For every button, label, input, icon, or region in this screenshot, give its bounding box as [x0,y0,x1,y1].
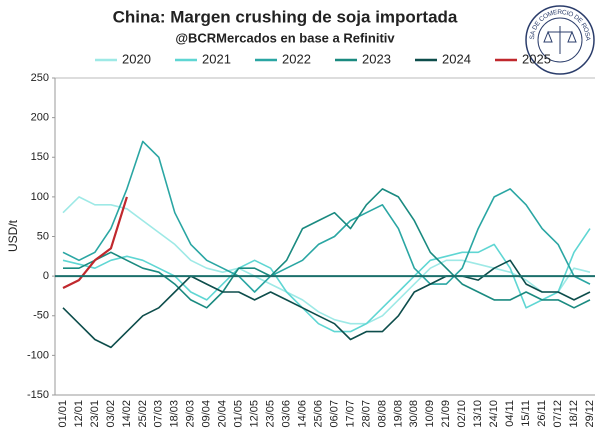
x-tick-label: 17/07 [344,400,356,428]
x-tick-label: 10/09 [424,400,436,428]
y-tick-label: 0 [43,270,49,282]
series-line [63,188,591,309]
x-tick-label: 23/01 [89,400,101,428]
logo-ring [525,5,595,75]
legend-label: 2024 [442,51,471,66]
x-tick-label: 15/11 [520,400,532,427]
legend-label: 2023 [362,51,391,66]
x-tick-label: 02/10 [456,400,468,428]
y-tick-label: 50 [37,230,49,242]
x-tick-label: 14/06 [296,400,308,428]
y-axis-title: USD/t [6,219,20,252]
x-tick-label: 28/07 [360,400,372,428]
x-tick-label: 01/01 [57,400,69,428]
legend-label: 2020 [122,51,151,66]
x-tick-label: 12/05 [249,400,261,428]
series-line [62,196,591,325]
x-tick-label: 09/04 [201,400,213,428]
y-tick-label: 250 [31,72,49,84]
x-tick-label: 03/06 [280,400,292,428]
y-tick-label: 150 [31,151,49,163]
logo-inner [537,17,583,63]
series-line [62,140,591,293]
y-tick-label: -100 [27,349,49,361]
x-tick-label: 25/02 [137,400,149,428]
x-tick-label: 18/12 [568,400,580,428]
x-tick-label: 04/11 [504,400,516,427]
x-tick-label: 29/03 [185,400,197,428]
series-line [62,228,591,333]
x-tick-label: 26/11 [536,400,548,427]
y-tick-label: -50 [33,310,49,322]
x-tick-label: 08/08 [376,400,388,428]
y-tick-label: -150 [27,389,49,401]
x-tick-label: 29/12 [584,400,596,428]
x-tick-label: 12/01 [73,400,85,428]
y-tick-label: 100 [31,191,49,203]
x-tick-label: 20/04 [217,400,229,428]
x-tick-label: 01/05 [233,400,245,428]
x-tick-label: 23/05 [265,400,277,428]
x-tick-label: 30/08 [408,400,420,428]
x-tick-label: 07/03 [153,400,165,428]
series-line [62,259,591,349]
chart-title: China: Margen crushing de soja importada [113,7,458,26]
legend-label: 2025 [522,51,551,66]
x-tick-label: 24/10 [488,400,500,428]
x-tick-label: 19/08 [392,400,404,428]
x-tick-label: 03/02 [105,400,117,428]
logo-scale [543,26,577,54]
y-tick-label: 200 [31,112,49,124]
legend-label: 2022 [282,51,311,66]
chart-subtitle: @BCRMercados en base a Refinitiv [175,30,395,45]
x-tick-label: 25/06 [312,400,324,428]
legend-label: 2021 [202,51,231,66]
x-tick-label: 14/02 [121,400,133,428]
x-tick-label: 06/07 [328,400,340,428]
x-tick-label: 13/10 [472,400,484,428]
x-tick-label: 21/09 [440,400,452,428]
x-tick-label: 18/03 [169,400,181,428]
x-tick-label: 07/12 [552,400,564,428]
series-line [62,196,128,289]
